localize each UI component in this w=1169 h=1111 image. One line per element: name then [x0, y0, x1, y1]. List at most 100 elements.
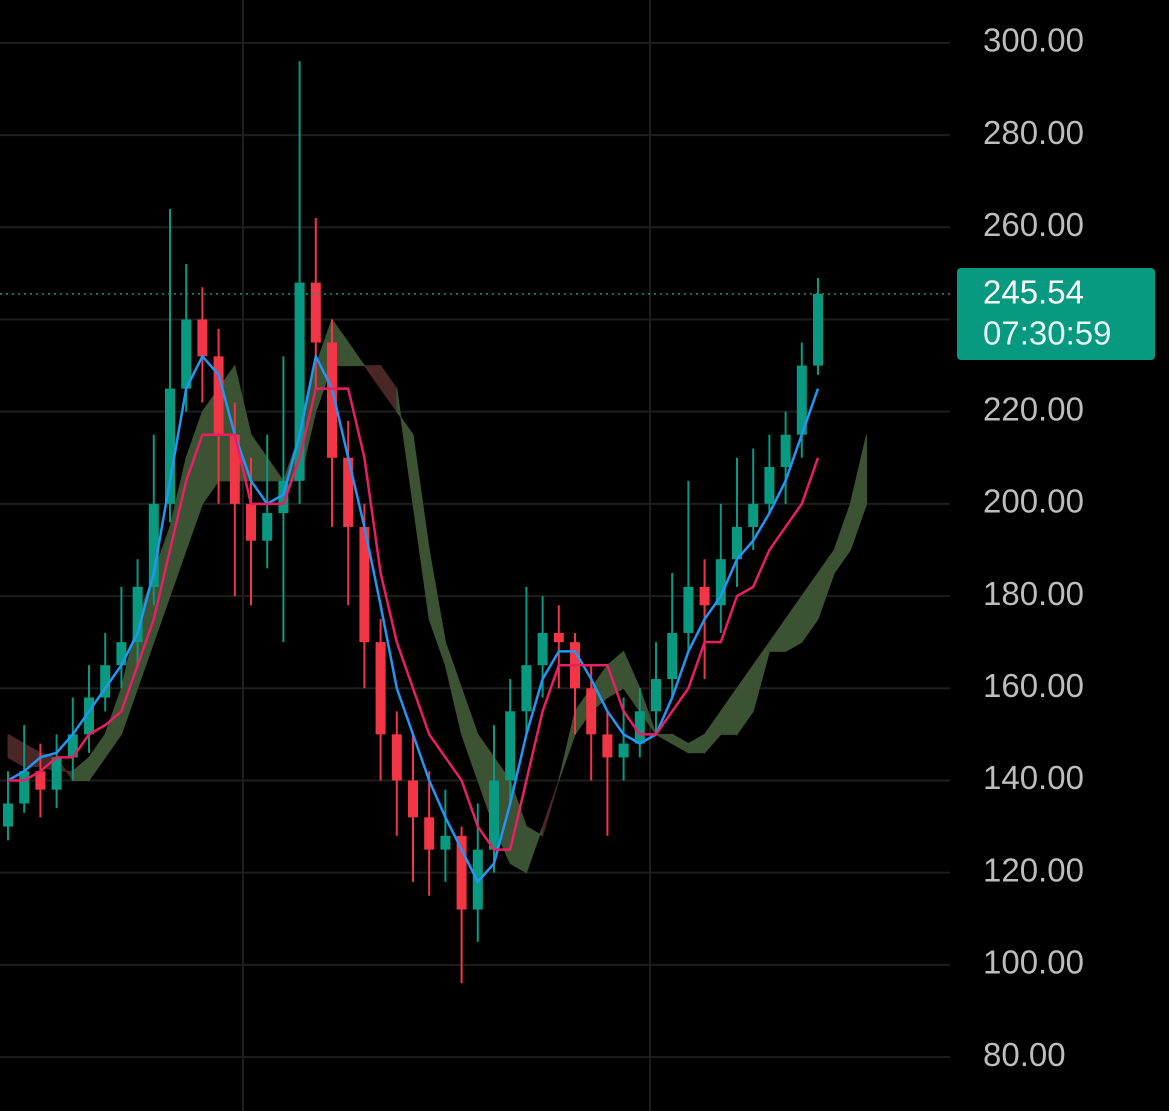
cloud-segment: [266, 456, 285, 482]
cloud-segment: [72, 756, 90, 781]
candles: [3, 61, 823, 984]
candle-body: [197, 319, 208, 357]
candle-body: [489, 780, 499, 850]
cloud-segment: [185, 411, 203, 551]
cloud-segment: [687, 733, 706, 754]
candle-body: [651, 679, 661, 712]
y-tick-label: 260.00: [983, 206, 1084, 243]
candle-body: [278, 480, 289, 514]
candle-body: [521, 665, 532, 712]
candle-body: [310, 282, 321, 343]
candle-body: [780, 434, 791, 467]
candle-body: [229, 434, 240, 504]
indicator-lines: [7, 352, 820, 885]
candle-body: [634, 711, 645, 744]
candle-body: [715, 559, 726, 606]
candle-body: [294, 282, 305, 481]
candle-body: [375, 642, 386, 735]
candle-body: [51, 757, 62, 790]
candle-body: [456, 835, 467, 910]
candle-body: [3, 803, 13, 827]
candle-body: [165, 388, 175, 504]
y-tick-label: 160.00: [983, 667, 1084, 704]
cloud-segment: [817, 548, 835, 620]
price-label: 245.54 07:30:59: [0, 268, 1155, 360]
cloud-segment: [363, 365, 382, 391]
candle-body: [262, 513, 273, 541]
candle-body: [537, 632, 548, 666]
candle-body: [35, 771, 46, 790]
indicator-line: [7, 352, 820, 885]
cloud-segment: [671, 733, 689, 754]
candle-body: [213, 356, 224, 435]
cloud-segment: [542, 780, 560, 836]
cloud-segment: [7, 733, 25, 768]
y-tick-label: 220.00: [983, 390, 1084, 427]
cloud-segment: [720, 686, 738, 735]
candle-body: [764, 466, 775, 504]
candle-body: [67, 734, 78, 758]
candle-body: [440, 835, 451, 850]
candle-body: [116, 642, 127, 666]
candle-body: [618, 743, 629, 758]
candle-body: [408, 780, 418, 818]
y-tick-label: 280.00: [983, 114, 1084, 151]
candle-body: [100, 665, 111, 698]
cloud-segment: [654, 733, 673, 745]
candle-body: [19, 771, 30, 804]
candle-body: [796, 365, 807, 435]
cloud-segment: [704, 709, 722, 755]
countdown: 07:30:59: [983, 315, 1111, 352]
candle-body: [667, 632, 678, 680]
y-tick-label: 180.00: [983, 575, 1084, 612]
cloud-segment: [785, 594, 803, 653]
candle-body: [683, 586, 694, 633]
cloud-segment: [768, 617, 787, 652]
candle-body: [748, 503, 759, 527]
candle-body: [246, 503, 256, 541]
y-tick-label: 100.00: [983, 944, 1084, 981]
candle-body: [132, 586, 143, 643]
cloud-segment: [461, 688, 479, 781]
cloud-segment: [250, 433, 268, 482]
y-axis: 80.00 100.00 120.00 140.00 160.00 180.00 200.0…: [983, 22, 1084, 1073]
candle-body: [602, 734, 613, 758]
cloud-segment: [801, 571, 819, 644]
candle-body: [391, 734, 402, 781]
candle-body: [553, 632, 564, 643]
price-value: 245.54: [983, 274, 1084, 311]
candle-body: [732, 526, 742, 560]
y-tick-label: 120.00: [983, 851, 1084, 888]
y-tick-label: 80.00: [983, 1036, 1066, 1073]
cloud-segment: [736, 663, 754, 736]
cloud-segment: [88, 732, 106, 783]
candle-body: [327, 342, 337, 458]
cloud-segment: [525, 825, 544, 873]
candle-body: [813, 293, 823, 366]
y-tick-label: 140.00: [983, 759, 1084, 796]
cloud-segment: [380, 363, 398, 414]
cloud-segment: [833, 503, 851, 575]
cloud-segment: [849, 434, 868, 551]
cloud-segment: [623, 651, 641, 713]
candle-body: [84, 697, 94, 735]
cloud-segment: [396, 388, 414, 504]
y-tick-label: 300.00: [983, 22, 1084, 59]
cloud-segment: [558, 711, 576, 781]
y-tick-label: 200.00: [983, 483, 1084, 520]
candle-body: [181, 319, 192, 389]
candle-body: [699, 586, 710, 606]
candle-body: [343, 457, 354, 527]
candle-body: [505, 711, 516, 781]
indicator-line: [8, 387, 820, 851]
cloud-segment: [752, 640, 770, 712]
candle-body: [148, 503, 159, 587]
cloud-segment: [347, 340, 366, 367]
candle-body: [359, 526, 370, 643]
candle-body: [424, 817, 435, 850]
cloud-segment: [412, 434, 430, 620]
price-box: [957, 268, 1155, 360]
candle-body: [586, 688, 597, 735]
cloud-segment: [428, 549, 446, 666]
